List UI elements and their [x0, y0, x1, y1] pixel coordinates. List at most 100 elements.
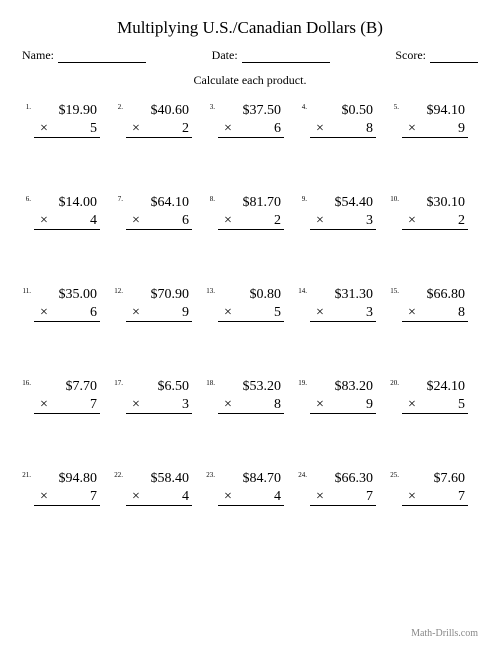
- problem: 1.$19.90×5: [22, 102, 110, 138]
- problem: 5.$94.10×9: [390, 102, 478, 138]
- multiplier-row: ×2: [402, 212, 468, 231]
- problem-grid: 1.$19.90×52.$40.60×23.$37.50×64.$0.50×85…: [22, 102, 478, 506]
- multiplier: 4: [182, 488, 189, 506]
- multiply-sign: ×: [402, 488, 416, 506]
- multiplier: 9: [458, 120, 465, 138]
- multiplier-row: ×7: [310, 488, 376, 507]
- date-blank[interactable]: [242, 51, 330, 63]
- problem: 19.$83.20×9: [298, 378, 386, 414]
- multiplier: 5: [274, 304, 281, 322]
- multiplier: 7: [366, 488, 373, 506]
- problem-body: $64.10×6: [126, 194, 192, 230]
- name-field: Name:: [22, 48, 146, 63]
- multiply-sign: ×: [34, 396, 48, 414]
- header-row: Name: Date: Score:: [22, 48, 478, 63]
- problem-body: $6.50×3: [126, 378, 192, 414]
- multiplier-row: ×3: [126, 396, 192, 415]
- multiplier: 3: [182, 396, 189, 414]
- problem-number: 20.: [390, 378, 402, 387]
- multiplier: 4: [90, 212, 97, 230]
- problem-number: 9.: [298, 194, 310, 203]
- multiplicand: $58.40: [126, 470, 192, 488]
- problem-body: $94.10×9: [402, 102, 468, 138]
- multiplier: 6: [90, 304, 97, 322]
- problem-number: 12.: [114, 286, 126, 295]
- multiplier: 8: [366, 120, 373, 138]
- multiplicand: $14.00: [34, 194, 100, 212]
- score-field: Score:: [395, 48, 478, 63]
- problem-body: $66.80×8: [402, 286, 468, 322]
- problem: 6.$14.00×4: [22, 194, 110, 230]
- problem: 22.$58.40×4: [114, 470, 202, 506]
- problem-body: $70.90×9: [126, 286, 192, 322]
- problem: 20.$24.10×5: [390, 378, 478, 414]
- problem: 23.$84.70×4: [206, 470, 294, 506]
- problem: 17.$6.50×3: [114, 378, 202, 414]
- problem-number: 24.: [298, 470, 310, 479]
- problem-body: $14.00×4: [34, 194, 100, 230]
- multiplicand: $7.70: [34, 378, 100, 396]
- multiplier-row: ×3: [310, 212, 376, 231]
- multiplicand: $6.50: [126, 378, 192, 396]
- multiply-sign: ×: [218, 396, 232, 414]
- multiplier: 3: [366, 212, 373, 230]
- multiplier-row: ×4: [34, 212, 100, 231]
- problem-body: $0.50×8: [310, 102, 376, 138]
- problem-body: $7.70× 7: [34, 378, 100, 414]
- multiplicand: $24.10: [402, 378, 468, 396]
- multiplicand: $94.10: [402, 102, 468, 120]
- multiplicand: $31.30: [310, 286, 376, 304]
- problem-number: 21.: [22, 470, 34, 479]
- multiplicand: $84.70: [218, 470, 284, 488]
- multiply-sign: ×: [218, 488, 232, 506]
- problem-body: $54.40×3: [310, 194, 376, 230]
- multiplier-row: ×2: [126, 120, 192, 139]
- problem: 24.$66.30×7: [298, 470, 386, 506]
- problem-number: 3.: [206, 102, 218, 111]
- multiplicand: $7.60: [402, 470, 468, 488]
- problem-number: 17.: [114, 378, 126, 387]
- score-blank[interactable]: [430, 51, 478, 63]
- multiply-sign: ×: [126, 488, 140, 506]
- problem-body: $66.30×7: [310, 470, 376, 506]
- multiplicand: $35.00: [34, 286, 100, 304]
- problem: 11.$35.00×6: [22, 286, 110, 322]
- multiply-sign: ×: [218, 120, 232, 138]
- problem-number: 14.: [298, 286, 310, 295]
- multiplier-row: ×8: [402, 304, 468, 323]
- multiply-sign: ×: [126, 396, 140, 414]
- multiplier-row: ×6: [34, 304, 100, 323]
- multiplicand: $37.50: [218, 102, 284, 120]
- page-title: Multiplying U.S./Canadian Dollars (B): [22, 18, 478, 38]
- multiplier: 7: [458, 488, 465, 506]
- multiply-sign: ×: [34, 488, 48, 506]
- multiplier: 8: [274, 396, 281, 414]
- multiplier: 7: [90, 396, 97, 414]
- multiply-sign: ×: [310, 120, 324, 138]
- problem-number: 18.: [206, 378, 218, 387]
- problem-number: 5.: [390, 102, 402, 111]
- multiplicand: $54.40: [310, 194, 376, 212]
- problem: 13.$0.80×5: [206, 286, 294, 322]
- multiply-sign: ×: [126, 120, 140, 138]
- multiply-sign: ×: [310, 488, 324, 506]
- multiply-sign: ×: [34, 212, 48, 230]
- date-label: Date:: [212, 48, 238, 63]
- footer-link: Math-Drills.com: [411, 628, 478, 639]
- multiply-sign: ×: [310, 396, 324, 414]
- multiply-sign: ×: [310, 304, 324, 322]
- multiplier-row: ×6: [218, 120, 284, 139]
- multiplier: 6: [274, 120, 281, 138]
- problem: 14.$31.30×3: [298, 286, 386, 322]
- multiply-sign: ×: [218, 212, 232, 230]
- multiply-sign: ×: [402, 396, 416, 414]
- multiplier-row: ×5: [34, 120, 100, 139]
- multiplier-row: ×5: [218, 304, 284, 323]
- problem-number: 10.: [390, 194, 402, 203]
- problem-number: 13.: [206, 286, 218, 295]
- multiplier-row: ×9: [310, 396, 376, 415]
- problem-body: $83.20×9: [310, 378, 376, 414]
- name-label: Name:: [22, 48, 54, 63]
- multiplier: 2: [182, 120, 189, 138]
- name-blank[interactable]: [58, 51, 146, 63]
